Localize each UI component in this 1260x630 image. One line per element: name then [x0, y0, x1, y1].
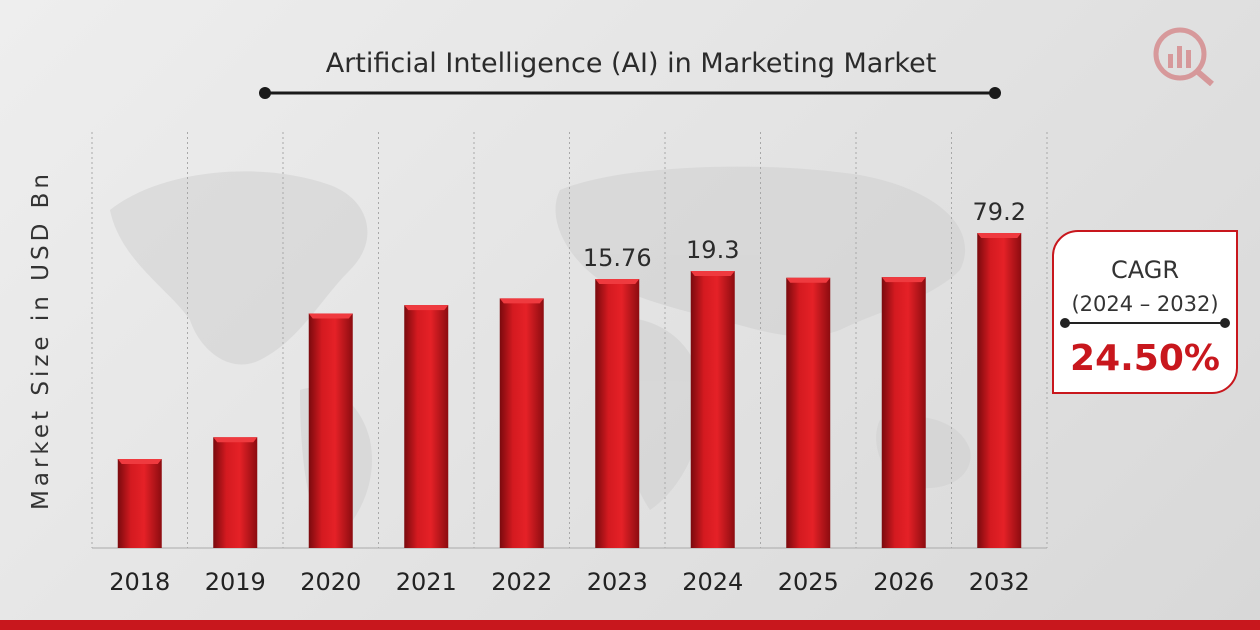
- grid-lines: [91, 132, 1048, 548]
- bar-cap-2021: [404, 305, 449, 311]
- title-underline: [259, 87, 1001, 99]
- x-tick-labels: 2018 2019 2020 2021 2022 2023 2024 2025 2026 2032: [109, 568, 1030, 596]
- cagr-title: CAGR: [1110, 256, 1180, 284]
- x-tick-2023: 2023: [587, 568, 648, 596]
- bar-cap-2020: [308, 313, 353, 319]
- cagr-value: 24.50%: [1070, 338, 1220, 379]
- cagr-callout: CAGR (2024 – 2032) 24.50%: [1052, 230, 1238, 394]
- bar-2026: [881, 277, 926, 548]
- x-tick-2024: 2024: [682, 568, 743, 596]
- bar-2022: [499, 298, 544, 548]
- bar-cap-2022: [499, 298, 544, 304]
- bars: [117, 233, 1022, 548]
- chart-title: Artificial Intelligence (AI) in Marketin…: [326, 48, 937, 79]
- bar-cap-2019: [213, 437, 258, 443]
- market-research-logo-icon: [1153, 27, 1214, 86]
- bar-cap-2024: [690, 271, 735, 276]
- cagr-divider: [1060, 318, 1230, 328]
- bar-2021: [404, 305, 449, 548]
- x-tick-2021: 2021: [396, 568, 457, 596]
- bar-cap-2026: [881, 277, 926, 283]
- data-labels: 15.76 19.3 79.2: [583, 198, 1026, 272]
- x-tick-2025: 2025: [778, 568, 839, 596]
- bar-2018: [117, 459, 162, 548]
- x-tick-2018: 2018: [109, 568, 170, 596]
- data-label-2023: 15.76: [583, 244, 652, 272]
- bar-cap-2018: [117, 459, 162, 464]
- x-tick-2032: 2032: [969, 568, 1030, 596]
- y-axis-label: Market Size in USD Bn: [28, 170, 54, 510]
- x-tick-2019: 2019: [205, 568, 266, 596]
- x-tick-2026: 2026: [873, 568, 934, 596]
- data-label-2024: 19.3: [686, 236, 739, 264]
- bar-2023: [595, 279, 640, 548]
- x-tick-2020: 2020: [300, 568, 361, 596]
- bar-cap-2032: [977, 233, 1022, 238]
- bar-cap-2025: [786, 277, 831, 283]
- bar-cap-2023: [595, 279, 640, 284]
- x-tick-2022: 2022: [491, 568, 552, 596]
- bar-2024: [690, 271, 735, 548]
- data-label-2032: 79.2: [973, 198, 1026, 226]
- bottom-accent-bar: [0, 620, 1260, 630]
- bar-2019: [213, 437, 258, 548]
- bar-2020: [308, 313, 353, 548]
- bar-2025: [786, 277, 831, 548]
- cagr-period: (2024 – 2032): [1071, 292, 1219, 316]
- bar-2032: [977, 233, 1022, 548]
